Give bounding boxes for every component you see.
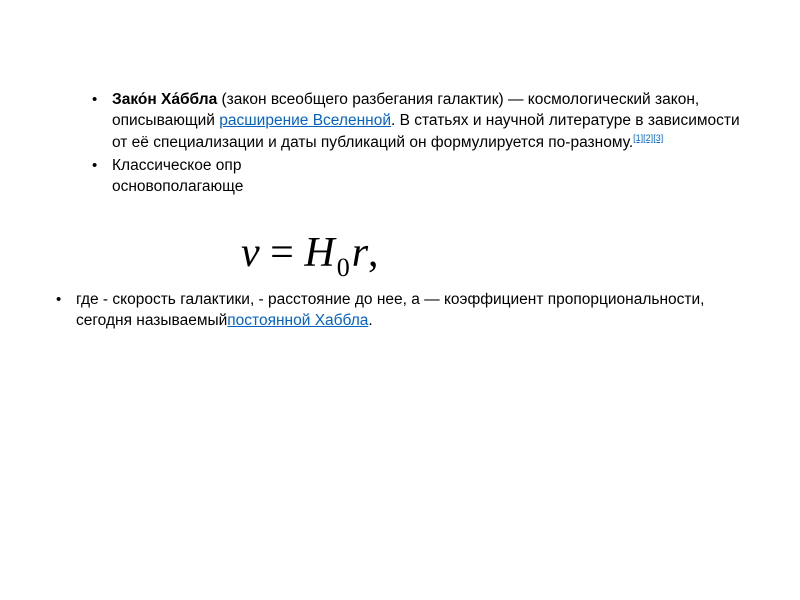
text-plain: . [368,312,372,329]
text-plain: где - скорость галактики, - расстояние д… [76,291,704,329]
link-hubble-constant[interactable]: постоянной Хаббла [227,312,368,329]
formula-comma: , [368,230,379,276]
text-cut-line2: основополагающе [112,178,243,195]
bullet-list-2: где - скорость галактики, - расстояние д… [72,290,740,332]
bullet-1: Зако́н Ха́ббла (закон всеобщего разбеган… [90,90,740,154]
bullet-list-1: Зако́н Ха́ббла (закон всеобщего разбеган… [90,90,740,198]
slide: Зако́н Ха́ббла (закон всеобщего разбеган… [0,0,800,600]
ref-link-1[interactable]: [1] [633,133,643,143]
formula-r: r [352,230,368,276]
link-expansion[interactable]: расширение Вселенной [219,112,391,129]
formula-sub: 0 [337,253,350,282]
formula-eq: = [260,230,305,276]
term-bold: Зако́н Ха́ббла [112,91,217,108]
ref-link-2[interactable]: [2] [643,133,653,143]
formula-h: H [304,230,334,276]
bullet-2: Классическое опр основополагающе [90,156,740,198]
bullet-3: где - скорость галактики, - расстояние д… [54,290,740,332]
text-cut-line1: Классическое опр [112,157,241,174]
formula-overlay: v = H0r, [235,215,475,295]
formula: v = H0r, [235,215,475,277]
formula-v: v [241,230,260,276]
ref-link-3[interactable]: [3] [653,133,663,143]
